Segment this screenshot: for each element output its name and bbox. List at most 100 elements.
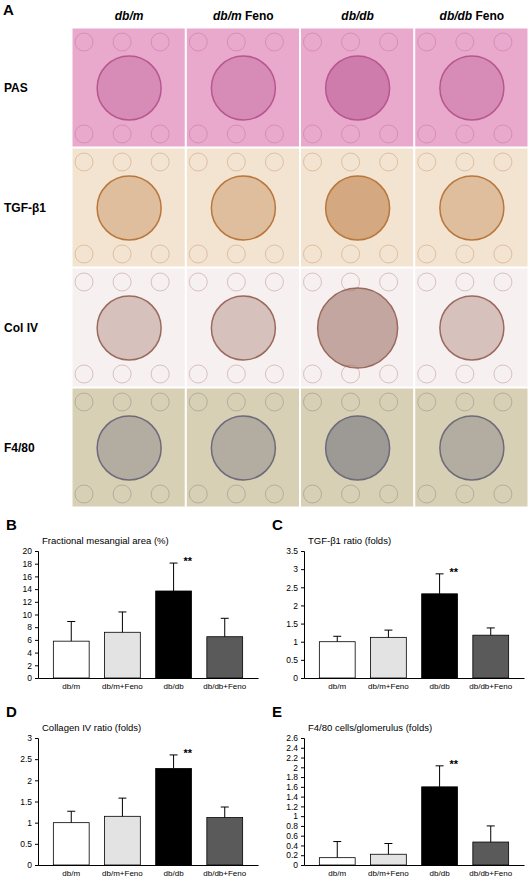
y-tick-label: 6 xyxy=(27,635,32,645)
y-tick-mark xyxy=(35,589,38,590)
error-bar-cap xyxy=(221,618,229,619)
tubule xyxy=(227,125,245,143)
y-tick-label: 1.8 xyxy=(286,772,298,782)
micrograph xyxy=(415,268,528,387)
y-tick-label: 1 xyxy=(293,811,298,821)
tubule xyxy=(151,365,169,383)
y-tick-mark xyxy=(301,816,304,817)
tubule xyxy=(113,33,131,51)
error-bar xyxy=(436,574,444,594)
panel-letter: D xyxy=(6,703,17,720)
y-axis: 02468101214161820 xyxy=(23,546,39,683)
glomerulus xyxy=(318,288,398,368)
micrograph-image xyxy=(186,388,299,507)
x-tick-label: db/db+Feno xyxy=(203,682,246,691)
tubule xyxy=(456,365,474,383)
y-tick-mark xyxy=(35,678,38,679)
y-tick-mark xyxy=(301,551,304,552)
bar xyxy=(371,637,407,678)
error-bar-cap xyxy=(487,627,495,628)
error-bar xyxy=(221,618,229,636)
y-tick-label: 2.5 xyxy=(20,754,32,764)
y-tick: 0.5 xyxy=(20,839,38,849)
glomerulus xyxy=(440,416,504,480)
error-bar-cap xyxy=(67,621,75,622)
y-tick-label: 0 xyxy=(293,860,298,870)
tubule xyxy=(418,485,436,503)
x-tick-label: db/m+Feno xyxy=(102,682,143,691)
tubule xyxy=(113,153,131,171)
micrograph-image xyxy=(72,268,185,387)
tubule xyxy=(494,485,512,503)
tubule xyxy=(113,365,131,383)
tubule xyxy=(456,485,474,503)
y-tick-label: 2 xyxy=(27,776,32,786)
glomerulus xyxy=(326,416,390,480)
micrograph-image xyxy=(72,388,185,507)
tubule xyxy=(113,125,131,143)
y-tick-label: 12 xyxy=(23,597,33,607)
row-label: PAS xyxy=(4,81,28,95)
tubule xyxy=(304,365,322,383)
glomerulus xyxy=(97,296,161,360)
x-tick: db/db+Feno xyxy=(469,865,512,878)
error-bar xyxy=(170,755,178,769)
y-tick-label: 1 xyxy=(27,818,32,828)
glomerulus xyxy=(326,176,390,240)
y-tick: 1.6 xyxy=(286,782,304,792)
tubule xyxy=(227,33,245,51)
tubule xyxy=(380,393,398,411)
tubule xyxy=(418,273,436,291)
bar xyxy=(156,768,192,865)
micrograph xyxy=(186,148,299,267)
micrograph-image xyxy=(415,148,528,267)
error-bar xyxy=(118,798,126,816)
marks xyxy=(53,563,242,678)
x-tick: db/m xyxy=(62,678,80,691)
micrograph xyxy=(186,268,299,387)
y-tick-mark xyxy=(35,627,38,628)
tubule xyxy=(456,393,474,411)
bar xyxy=(105,816,141,865)
tubule xyxy=(151,33,169,51)
y-tick: 14 xyxy=(23,584,38,594)
tubule xyxy=(189,153,207,171)
y-tick-label: 0.4 xyxy=(286,841,298,851)
y-tick-mark xyxy=(35,823,38,824)
x-tick-label: db/m xyxy=(62,682,80,691)
annotation: ** xyxy=(450,758,459,770)
tubule xyxy=(189,273,207,291)
y-tick: 0.4 xyxy=(286,841,304,851)
tubule xyxy=(75,485,93,503)
micrograph xyxy=(72,148,185,267)
y-tick-label: 0.6 xyxy=(286,831,298,841)
y-tick-mark xyxy=(301,569,304,570)
chart-title: Collagen IV ratio (folds) xyxy=(42,722,141,733)
figure: Adb/mdb/m Fenodb/dbdb/db FenoPASTGF-β1Co… xyxy=(0,0,532,893)
y-tick-mark xyxy=(301,845,304,846)
bar xyxy=(53,823,89,865)
micrograph xyxy=(72,388,185,507)
y-axis-line xyxy=(301,739,305,866)
tubule xyxy=(494,125,512,143)
chart-title: TGF-β1 ratio (folds) xyxy=(308,535,391,546)
tubule xyxy=(380,365,398,383)
tubule xyxy=(227,245,245,263)
y-tick-label: 18 xyxy=(23,559,33,569)
tubule xyxy=(265,125,283,143)
y-tick: 1 xyxy=(293,637,304,647)
glomerulus xyxy=(211,176,275,240)
error-bar-stem xyxy=(337,842,338,858)
tubule xyxy=(151,485,169,503)
bar xyxy=(422,594,458,678)
y-tick-label: 0.5 xyxy=(20,839,32,849)
tubule xyxy=(380,153,398,171)
bar xyxy=(473,842,509,865)
glomerulus xyxy=(211,56,275,120)
x-tick: db/m+Feno xyxy=(368,678,409,691)
tubule xyxy=(113,245,131,263)
y-tick-label: 0 xyxy=(27,860,32,870)
x-tick: db/db xyxy=(430,865,451,878)
y-tick: 0 xyxy=(27,860,38,870)
x-tick: db/db xyxy=(430,678,451,691)
